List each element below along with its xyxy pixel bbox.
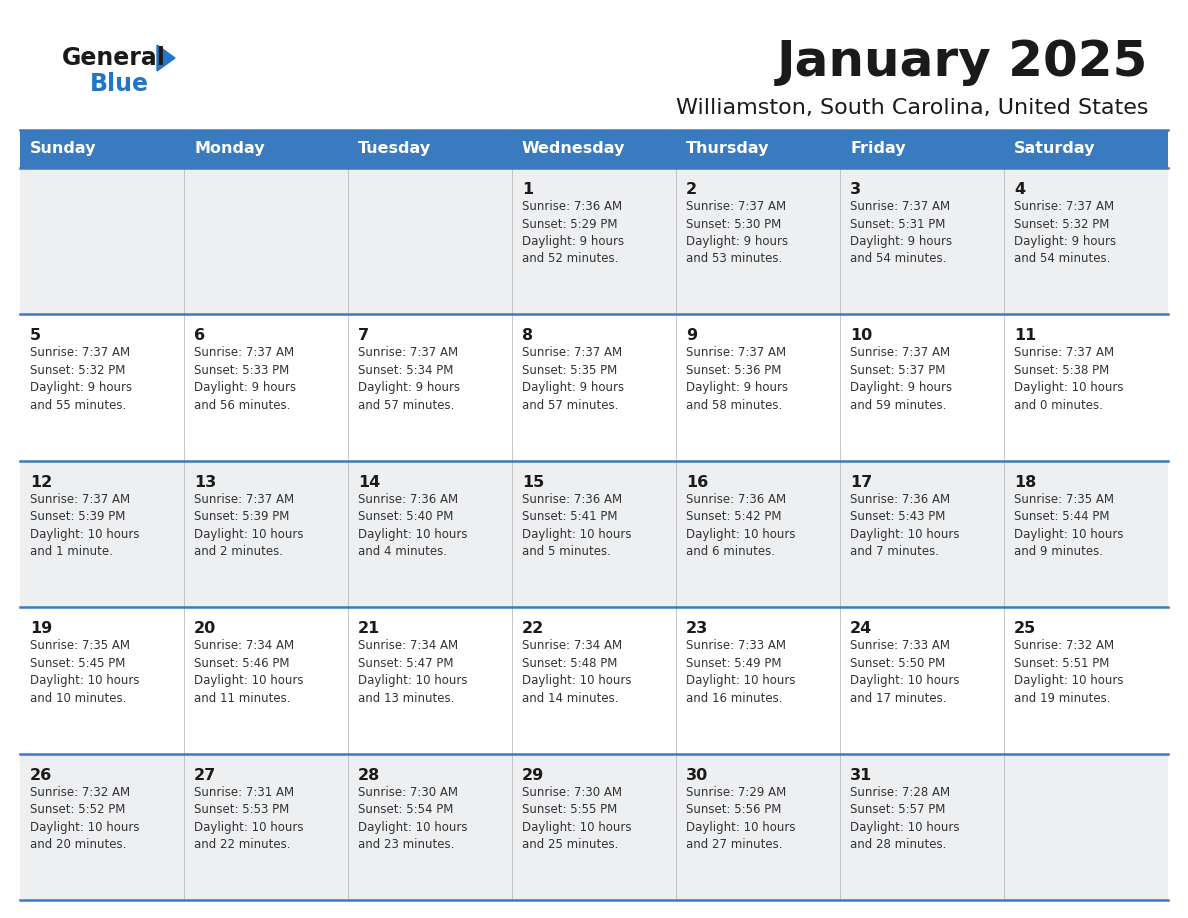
Text: 13: 13 <box>194 475 216 490</box>
Text: 14: 14 <box>358 475 380 490</box>
Text: 18: 18 <box>1015 475 1036 490</box>
Text: Sunrise: 7:37 AM
Sunset: 5:39 PM
Daylight: 10 hours
and 1 minute.: Sunrise: 7:37 AM Sunset: 5:39 PM Dayligh… <box>30 493 139 558</box>
Text: Sunrise: 7:32 AM
Sunset: 5:51 PM
Daylight: 10 hours
and 19 minutes.: Sunrise: 7:32 AM Sunset: 5:51 PM Dayligh… <box>1015 639 1124 705</box>
Text: 15: 15 <box>522 475 544 490</box>
Text: Sunrise: 7:37 AM
Sunset: 5:34 PM
Daylight: 9 hours
and 57 minutes.: Sunrise: 7:37 AM Sunset: 5:34 PM Dayligh… <box>358 346 460 412</box>
Text: Sunrise: 7:28 AM
Sunset: 5:57 PM
Daylight: 10 hours
and 28 minutes.: Sunrise: 7:28 AM Sunset: 5:57 PM Dayligh… <box>849 786 960 851</box>
Text: Sunrise: 7:37 AM
Sunset: 5:30 PM
Daylight: 9 hours
and 53 minutes.: Sunrise: 7:37 AM Sunset: 5:30 PM Dayligh… <box>685 200 788 265</box>
Text: 12: 12 <box>30 475 52 490</box>
Text: 30: 30 <box>685 767 708 783</box>
Text: Thursday: Thursday <box>685 141 770 156</box>
Text: Sunrise: 7:36 AM
Sunset: 5:40 PM
Daylight: 10 hours
and 4 minutes.: Sunrise: 7:36 AM Sunset: 5:40 PM Dayligh… <box>358 493 468 558</box>
Text: 16: 16 <box>685 475 708 490</box>
Text: Sunrise: 7:37 AM
Sunset: 5:33 PM
Daylight: 9 hours
and 56 minutes.: Sunrise: 7:37 AM Sunset: 5:33 PM Dayligh… <box>194 346 296 412</box>
Text: Sunrise: 7:36 AM
Sunset: 5:29 PM
Daylight: 9 hours
and 52 minutes.: Sunrise: 7:36 AM Sunset: 5:29 PM Dayligh… <box>522 200 624 265</box>
Text: Sunrise: 7:37 AM
Sunset: 5:37 PM
Daylight: 9 hours
and 59 minutes.: Sunrise: 7:37 AM Sunset: 5:37 PM Dayligh… <box>849 346 952 412</box>
Text: Sunrise: 7:37 AM
Sunset: 5:36 PM
Daylight: 9 hours
and 58 minutes.: Sunrise: 7:37 AM Sunset: 5:36 PM Dayligh… <box>685 346 788 412</box>
Text: 19: 19 <box>30 621 52 636</box>
Bar <box>20 168 1168 314</box>
Text: 3: 3 <box>849 182 861 197</box>
Text: Saturday: Saturday <box>1015 141 1095 156</box>
Text: Sunrise: 7:37 AM
Sunset: 5:32 PM
Daylight: 9 hours
and 54 minutes.: Sunrise: 7:37 AM Sunset: 5:32 PM Dayligh… <box>1015 200 1116 265</box>
Text: 7: 7 <box>358 329 369 343</box>
Text: 10: 10 <box>849 329 872 343</box>
Text: Sunrise: 7:32 AM
Sunset: 5:52 PM
Daylight: 10 hours
and 20 minutes.: Sunrise: 7:32 AM Sunset: 5:52 PM Dayligh… <box>30 786 139 851</box>
Bar <box>20 607 1168 754</box>
Text: Friday: Friday <box>849 141 905 156</box>
Text: Sunrise: 7:34 AM
Sunset: 5:47 PM
Daylight: 10 hours
and 13 minutes.: Sunrise: 7:34 AM Sunset: 5:47 PM Dayligh… <box>358 639 468 705</box>
Text: 22: 22 <box>522 621 544 636</box>
Text: Tuesday: Tuesday <box>358 141 431 156</box>
Text: Sunrise: 7:37 AM
Sunset: 5:39 PM
Daylight: 10 hours
and 2 minutes.: Sunrise: 7:37 AM Sunset: 5:39 PM Dayligh… <box>194 493 303 558</box>
Bar <box>20 314 1168 461</box>
Text: Sunrise: 7:30 AM
Sunset: 5:55 PM
Daylight: 10 hours
and 25 minutes.: Sunrise: 7:30 AM Sunset: 5:55 PM Dayligh… <box>522 786 632 851</box>
Text: 5: 5 <box>30 329 42 343</box>
Text: Sunrise: 7:37 AM
Sunset: 5:31 PM
Daylight: 9 hours
and 54 minutes.: Sunrise: 7:37 AM Sunset: 5:31 PM Dayligh… <box>849 200 952 265</box>
Text: 23: 23 <box>685 621 708 636</box>
Text: Sunrise: 7:36 AM
Sunset: 5:42 PM
Daylight: 10 hours
and 6 minutes.: Sunrise: 7:36 AM Sunset: 5:42 PM Dayligh… <box>685 493 796 558</box>
Text: Sunrise: 7:37 AM
Sunset: 5:32 PM
Daylight: 9 hours
and 55 minutes.: Sunrise: 7:37 AM Sunset: 5:32 PM Dayligh… <box>30 346 132 412</box>
Text: Sunrise: 7:35 AM
Sunset: 5:44 PM
Daylight: 10 hours
and 9 minutes.: Sunrise: 7:35 AM Sunset: 5:44 PM Dayligh… <box>1015 493 1124 558</box>
Text: 21: 21 <box>358 621 380 636</box>
Text: Sunrise: 7:36 AM
Sunset: 5:41 PM
Daylight: 10 hours
and 5 minutes.: Sunrise: 7:36 AM Sunset: 5:41 PM Dayligh… <box>522 493 632 558</box>
Bar <box>20 461 1168 607</box>
Text: 29: 29 <box>522 767 544 783</box>
Text: 26: 26 <box>30 767 52 783</box>
Text: Williamston, South Carolina, United States: Williamston, South Carolina, United Stat… <box>676 98 1148 118</box>
Text: 11: 11 <box>1015 329 1036 343</box>
Text: 24: 24 <box>849 621 872 636</box>
Text: 25: 25 <box>1015 621 1036 636</box>
Text: 9: 9 <box>685 329 697 343</box>
Text: Sunrise: 7:33 AM
Sunset: 5:49 PM
Daylight: 10 hours
and 16 minutes.: Sunrise: 7:33 AM Sunset: 5:49 PM Dayligh… <box>685 639 796 705</box>
Polygon shape <box>157 45 175 71</box>
Text: Blue: Blue <box>90 72 148 96</box>
Text: Sunrise: 7:33 AM
Sunset: 5:50 PM
Daylight: 10 hours
and 17 minutes.: Sunrise: 7:33 AM Sunset: 5:50 PM Dayligh… <box>849 639 960 705</box>
Text: 6: 6 <box>194 329 206 343</box>
Text: Sunrise: 7:34 AM
Sunset: 5:48 PM
Daylight: 10 hours
and 14 minutes.: Sunrise: 7:34 AM Sunset: 5:48 PM Dayligh… <box>522 639 632 705</box>
Text: Sunrise: 7:31 AM
Sunset: 5:53 PM
Daylight: 10 hours
and 22 minutes.: Sunrise: 7:31 AM Sunset: 5:53 PM Dayligh… <box>194 786 303 851</box>
Bar <box>20 130 1168 168</box>
Text: Sunrise: 7:30 AM
Sunset: 5:54 PM
Daylight: 10 hours
and 23 minutes.: Sunrise: 7:30 AM Sunset: 5:54 PM Dayligh… <box>358 786 468 851</box>
Text: Sunrise: 7:35 AM
Sunset: 5:45 PM
Daylight: 10 hours
and 10 minutes.: Sunrise: 7:35 AM Sunset: 5:45 PM Dayligh… <box>30 639 139 705</box>
Text: 31: 31 <box>849 767 872 783</box>
Text: 8: 8 <box>522 329 533 343</box>
Text: 27: 27 <box>194 767 216 783</box>
Bar <box>20 754 1168 900</box>
Text: January 2025: January 2025 <box>777 38 1148 86</box>
Text: 2: 2 <box>685 182 697 197</box>
Text: Sunrise: 7:29 AM
Sunset: 5:56 PM
Daylight: 10 hours
and 27 minutes.: Sunrise: 7:29 AM Sunset: 5:56 PM Dayligh… <box>685 786 796 851</box>
Text: General: General <box>62 46 166 70</box>
Text: Wednesday: Wednesday <box>522 141 625 156</box>
Text: Monday: Monday <box>194 141 265 156</box>
Text: 4: 4 <box>1015 182 1025 197</box>
Text: Sunrise: 7:36 AM
Sunset: 5:43 PM
Daylight: 10 hours
and 7 minutes.: Sunrise: 7:36 AM Sunset: 5:43 PM Dayligh… <box>849 493 960 558</box>
Text: 20: 20 <box>194 621 216 636</box>
Text: Sunday: Sunday <box>30 141 96 156</box>
Text: 1: 1 <box>522 182 533 197</box>
Text: Sunrise: 7:37 AM
Sunset: 5:35 PM
Daylight: 9 hours
and 57 minutes.: Sunrise: 7:37 AM Sunset: 5:35 PM Dayligh… <box>522 346 624 412</box>
Text: 28: 28 <box>358 767 380 783</box>
Text: Sunrise: 7:37 AM
Sunset: 5:38 PM
Daylight: 10 hours
and 0 minutes.: Sunrise: 7:37 AM Sunset: 5:38 PM Dayligh… <box>1015 346 1124 412</box>
Text: Sunrise: 7:34 AM
Sunset: 5:46 PM
Daylight: 10 hours
and 11 minutes.: Sunrise: 7:34 AM Sunset: 5:46 PM Dayligh… <box>194 639 303 705</box>
Text: 17: 17 <box>849 475 872 490</box>
